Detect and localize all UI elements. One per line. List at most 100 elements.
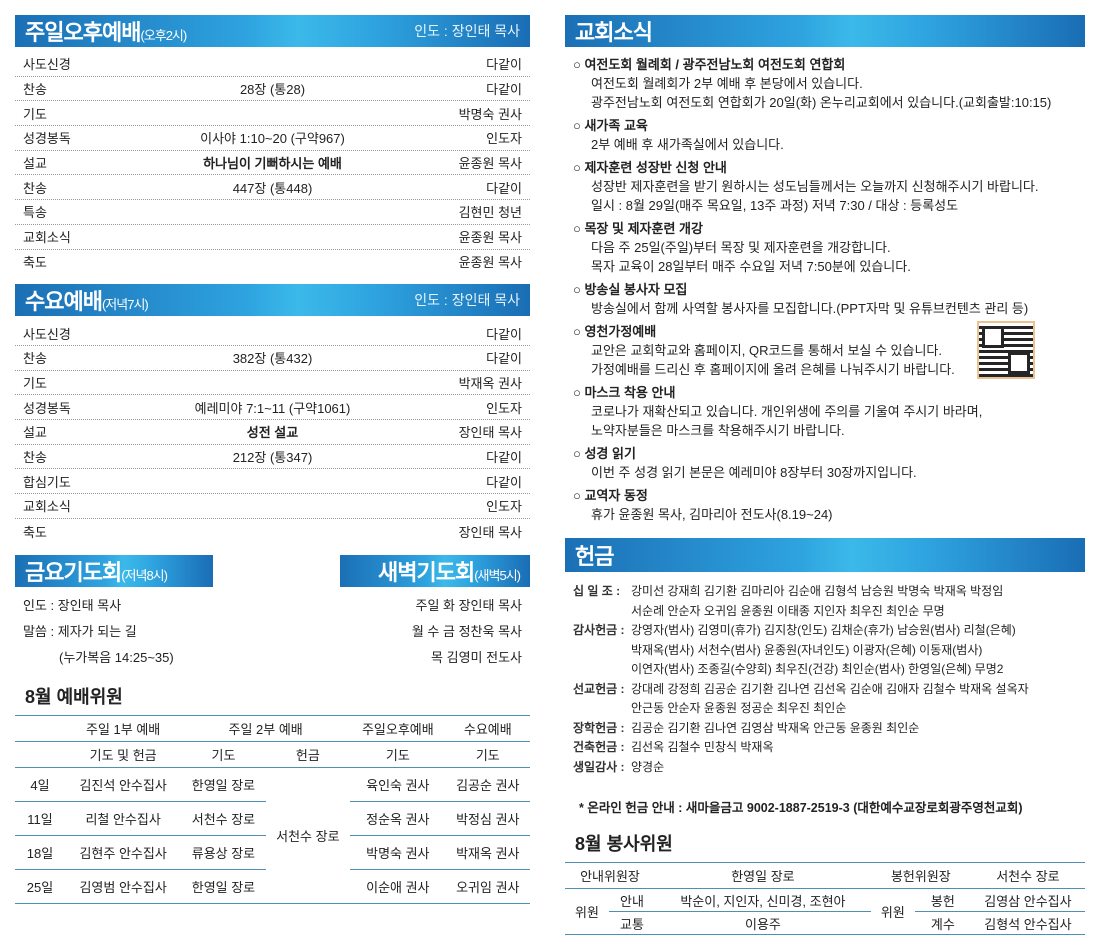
role: 안내 [609,888,655,912]
order-row: 특송 김현민 청년 [15,200,530,225]
order-person: 윤종원 목사 [458,255,522,271]
name-cell: 육인숙 권사 [350,767,446,803]
news-item-title: 방송실 봉사자 모집 [573,280,1075,299]
order-person: 김현민 청년 [458,205,522,221]
section-title: 주일오후예배(오후2시) [25,15,187,47]
news-item-title: 새가족 교육 [573,116,1075,135]
order-person: 다같이 [486,351,522,367]
news-item-line: 성장반 제자훈련을 받기 원하시는 성도님들께서는 오늘까지 신청해주시기 바랍… [591,179,1039,194]
table-header-row: 기도 및 헌금 기도 헌금 기도 기도 [15,741,530,769]
name-cell: 서천수 장로 [181,801,266,837]
order-row: 찬송 382장 (통432) 다같이 [15,346,530,371]
order-person: 박재옥 권사 [458,375,522,391]
time-text: (오후2시) [140,28,187,43]
name-cell: 류용상 장로 [181,835,266,871]
order-row: 찬송 212장 (통347) 다같이 [15,445,530,470]
order-item: 사도신경 [23,326,71,342]
offering-line: 양경순 [631,759,665,774]
order-detail: 28장 (통28) [239,82,306,98]
order-detail: 이사야 1:10~20 (구약967) [200,131,345,147]
order-row: 사도신경 다같이 [15,321,530,346]
order-person: 다같이 [486,474,522,490]
news-item-line: 여전도회 월례회가 2부 예배 후 본당에서 있습니다. [591,76,863,91]
order-person: 인도자 [486,400,522,416]
offer-head-label: 봉헌위원장 [870,862,971,889]
news-item-line: 다음 주 25일(주일)부터 목장 및 제자훈련을 개강합니다. [591,240,891,255]
guide-head: 한영일 장로 [655,862,871,889]
friday-details: 인도 : 장인태 목사 말씀 : 제자가 되는 길 (누가복음 14:25~35… [23,593,174,671]
order-row: 설교 하나님이 기뻐하시는 예배 윤종원 목사 [15,151,530,176]
order-detail: 382장 (통432) [232,351,313,367]
header-cell: 수요예배 [445,715,530,743]
header-cell: 주일 1부 예배 [65,715,182,743]
section-title: 금요기도회(저녁8시) [25,555,168,587]
table-header-row: 주일 1부 예배 주일 2부 예배 주일오후예배 수요예배 [15,715,530,743]
section-title: 교회소식 [575,20,653,45]
sunday-pm-header: 주일오후예배(오후2시) 인도 : 장인태 목사 [15,15,530,47]
table-row: 위원 안내 박순이, 지인자, 신미경, 조현아 위원 봉헌 김영삼 안수집사 [565,888,1085,935]
worship-staff-title: 8월 예배위원 [25,687,123,708]
offering-list: 십 일 조 : 강미선 강재희 김기환 김마리아 김순애 김형석 남승원 박명숙 … [565,572,1085,777]
news-item-title: 여전도회 월례회 / 광주전남노회 여전도회 연합회 [573,55,1075,74]
name-cell: 오귀임 권사 [445,869,530,905]
order-detail: 212장 (통347) [232,449,313,465]
offering-line: 강영자(범사) 김영미(휴가) 김지창(인도) 김채순(휴가) 남승원(범사) … [631,623,1016,637]
order-person: 다같이 [486,82,522,98]
title-text: 금요기도회 [25,560,122,586]
table-row: 안내위원장 한영일 장로 봉헌위원장 서천수 장로 [565,862,1085,889]
offering-names: 강미선 강재희 김기환 김마리아 김순애 김형석 남승원 박명숙 박재옥 박정임… [631,582,1003,621]
offering-header: 헌금 [565,538,1085,572]
time-text: (새벽5시) [474,568,521,584]
order-item: 사도신경 [23,57,71,73]
order-row: 성경봉독 이사야 1:10~20 (구약967) 인도자 [15,126,530,151]
offering-names: 김선옥 김철수 민창식 박재옥 [631,738,773,758]
table-row: 교통 이용주 계수 김형석 안수집사 [565,911,1085,935]
order-row: 사도신경 다같이 [15,52,530,77]
guide-head-label: 안내위원장 [565,862,655,889]
news-item-title: 목장 및 제자훈련 개강 [573,219,1075,238]
header-cell [15,715,65,743]
name-cell: 김진석 안수집사 [65,767,182,803]
name-cell: 이순애 권사 [350,869,446,905]
name-cell: 김공순 권사 [445,767,530,803]
order-item: 설교 [23,425,47,441]
order-item: 축도 [23,524,47,540]
dawn-line: 주일 화 장인태 목사 [415,598,522,614]
section-title: 새벽기도회(새벽5시) [378,555,521,587]
news-item-line: 방송실에서 함께 사역할 봉사자를 모집합니다.(PPT자막 및 유튜브컨텐츠 … [591,301,1029,316]
news-item-line: 광주전남노회 여전도회 연합회가 20일(화) 온누리교회에서 있습니다.(교회… [591,95,1052,110]
order-person: 윤종원 목사 [458,230,522,246]
offering-names: 양경순 [631,758,664,778]
offering-group: 십 일 조 : 강미선 강재희 김기환 김마리아 김순애 김형석 남승원 박명숙 … [573,582,1075,621]
order-person: 장인태 목사 [458,524,522,540]
offering-line: 강미선 강재희 김기환 김마리아 김순애 김형석 남승원 박명숙 박재옥 박정임 [631,584,1004,598]
order-person: 다같이 [486,326,522,342]
offering-line: 서순례 안순자 오귀임 윤종원 이태종 지인자 최우진 최인순 무명 [631,603,945,618]
order-item: 기도 [23,375,47,391]
header-cell: 기도 [181,741,266,769]
order-item: 축도 [23,255,47,271]
news-item-title: 마스크 착용 안내 [573,383,1075,402]
qr-code-icon[interactable] [977,321,1035,379]
header-cell: 주일오후예배 [350,715,446,743]
order-detail: 성전 설교 [246,425,299,441]
offering-line: 이연자(범사) 조종길(수양회) 최우진(건강) 최인순(범사) 한영일(은혜)… [631,662,1004,676]
order-person: 다같이 [486,449,522,465]
offering-names: 김공순 김기환 김나연 김영삼 박재옥 안근동 윤종원 최인순 [631,719,919,739]
friday-header: 금요기도회(저녁8시) [15,555,213,588]
section-title: 수요예배(저녁7시) [25,284,149,316]
order-item: 찬송 [23,180,47,196]
order-person: 장인태 목사 [458,425,522,441]
title-text: 새벽기도회 [378,560,475,586]
offering-label: 생일감사 : [573,759,625,774]
role: 교통 [609,911,655,935]
offering-names: 강영자(범사) 김영미(휴가) 김지창(인도) 김채순(휴가) 남승원(범사) … [631,621,1016,680]
names: 박순이, 지인자, 신미경, 조현아 [655,888,871,912]
order-item: 찬송 [23,449,47,465]
date-cell: 11일 [15,801,65,837]
order-item: 성경봉독 [23,400,71,416]
